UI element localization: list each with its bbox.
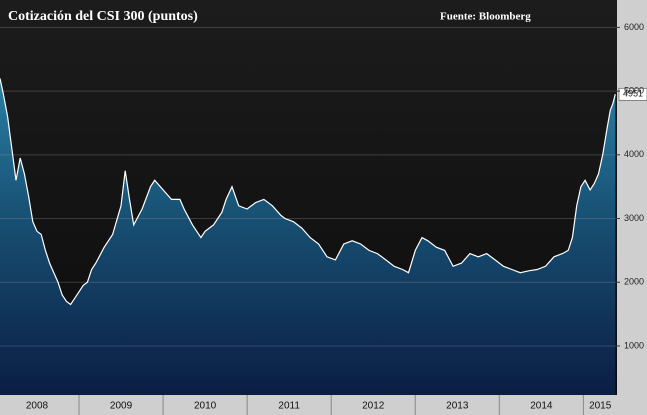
y-tick-label: 2000 xyxy=(624,277,644,287)
x-tick-label: 2013 xyxy=(446,401,469,412)
last-value-label: 4951 xyxy=(623,89,643,99)
y-tick-label: 5000 xyxy=(624,85,644,95)
chart-title: Cotización del CSI 300 (puntos) xyxy=(8,9,198,24)
x-axis-strip xyxy=(0,395,617,415)
y-tick-label: 3000 xyxy=(624,213,644,223)
x-tick-label: 2012 xyxy=(362,401,385,412)
x-tick-label: 2014 xyxy=(530,401,553,412)
x-tick-label: 2010 xyxy=(194,401,217,412)
source: Fuente: Bloomberg xyxy=(440,11,531,23)
x-tick-label: 2009 xyxy=(110,401,133,412)
line xyxy=(0,78,616,306)
x-tick-label: 2008 xyxy=(26,401,49,412)
x-tick-label: 2015 xyxy=(589,401,612,412)
x-tick-label: 2011 xyxy=(278,401,300,412)
y-tick-label: 4000 xyxy=(624,149,644,159)
y-tick-label: 1000 xyxy=(624,340,644,350)
y-tick-label: 6000 xyxy=(624,22,644,32)
y-axis-strip xyxy=(617,0,647,415)
last-value-box xyxy=(618,87,647,101)
area xyxy=(0,78,616,396)
